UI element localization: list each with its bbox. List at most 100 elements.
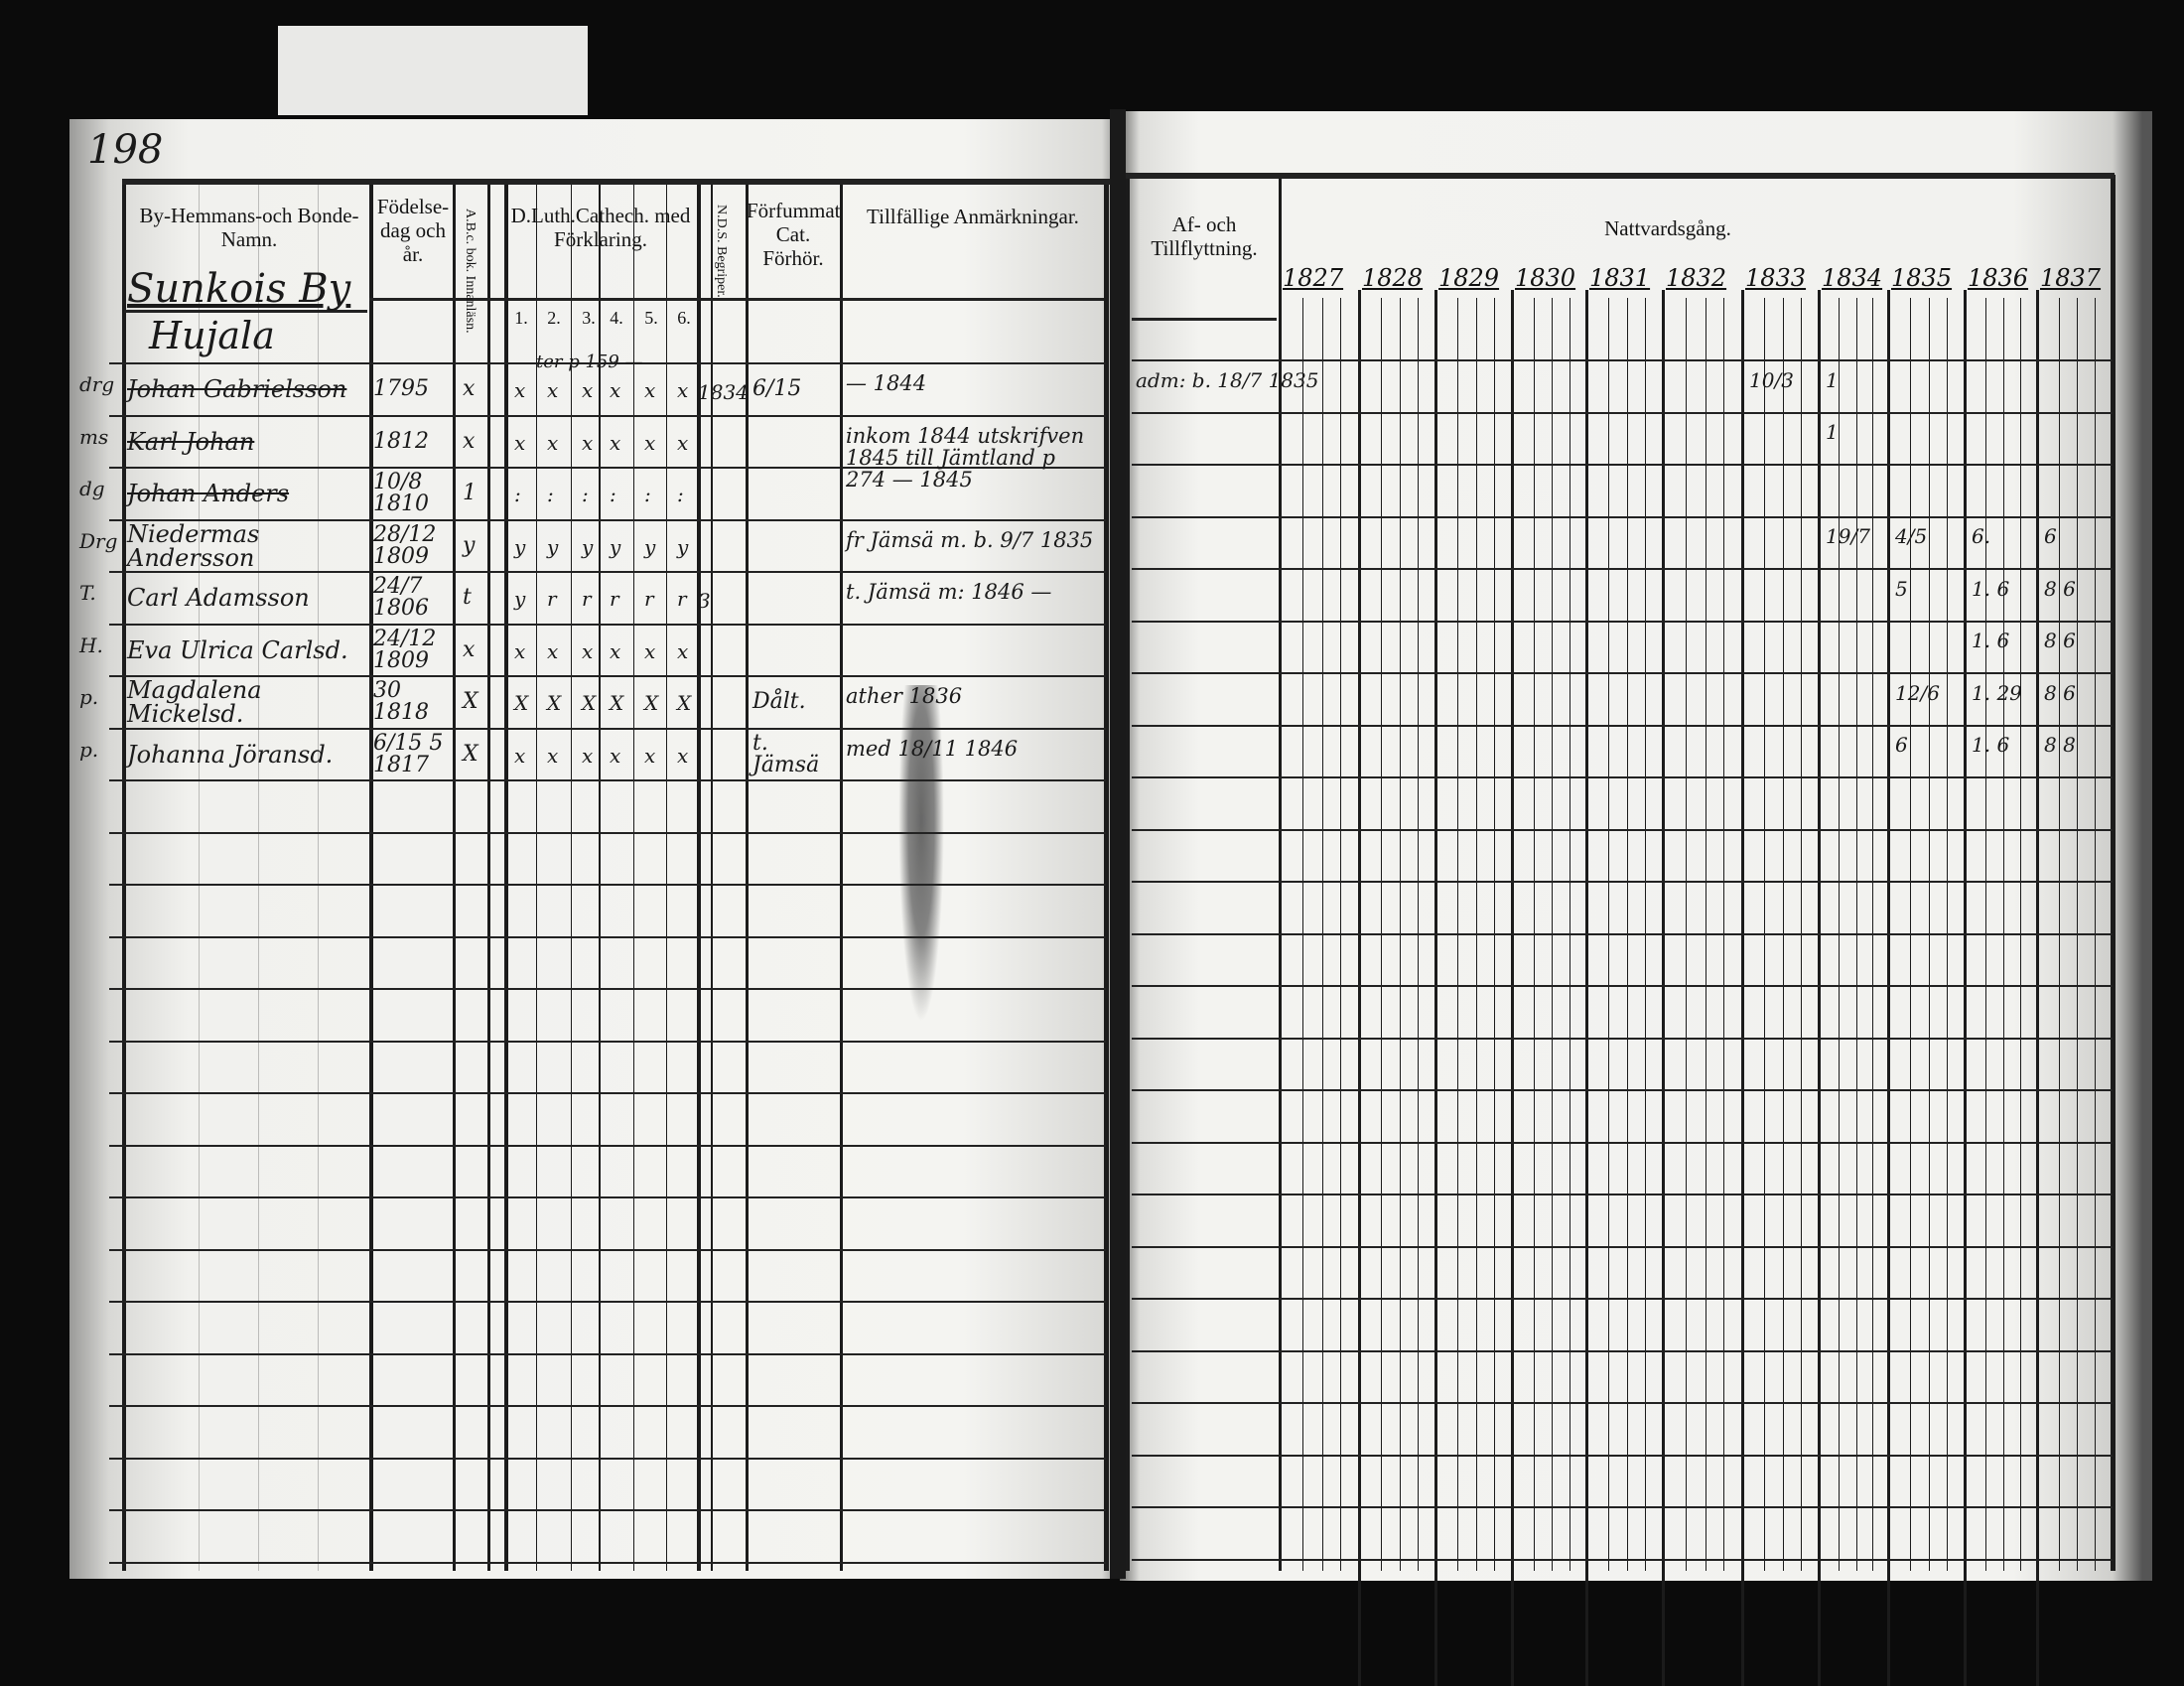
catechism-mark: x <box>547 430 559 455</box>
row-rule <box>109 571 1106 573</box>
row-rule <box>109 988 1106 990</box>
row-rule <box>1132 568 2113 570</box>
catechism-mark: X <box>582 691 597 715</box>
communion-mark: 8 6 <box>2044 629 2076 652</box>
catechism-mark: y <box>582 534 594 559</box>
catechism-part-number: 5. <box>644 308 658 328</box>
row-prefix: dg <box>79 477 105 500</box>
column-rule <box>318 181 319 1571</box>
remark-entry: med 18/11 1846 <box>846 736 1019 761</box>
catechism-mark: x <box>582 430 594 455</box>
year-label: 1828 <box>1362 264 1424 292</box>
right-page <box>1120 111 2152 1581</box>
catechism-mark: r <box>677 587 687 611</box>
communion-mark: 19/7 <box>1826 524 1870 548</box>
row-rule <box>1132 1141 2113 1144</box>
row-prefix: Drg <box>79 528 118 553</box>
book-gutter <box>1110 109 1126 1579</box>
year-label: 1835 <box>1891 264 1953 292</box>
year-label: 1836 <box>1968 264 2029 292</box>
catechism-mark: x <box>547 638 559 663</box>
column-rule <box>1818 290 1821 1686</box>
catechism-mark: X <box>677 691 692 715</box>
communion-mark: 1. 6 <box>1972 576 2010 601</box>
year-label: 1834 <box>1822 264 1883 292</box>
row-prefix: p. <box>79 737 99 762</box>
catechism-mark: x <box>644 430 656 455</box>
row-rule <box>1132 464 2113 466</box>
catechism-part-number: 6. <box>677 308 691 328</box>
catechism-mark: y <box>644 534 656 559</box>
communion-mark: 6. <box>1972 524 1991 548</box>
catechism-mark: : <box>514 483 521 506</box>
row-rule <box>109 1092 1106 1094</box>
remark-entry: inkom 1844 utskrifven 1845 till Jämtland… <box>846 423 1085 492</box>
row-rule <box>109 935 1106 938</box>
row-rule <box>109 1561 1106 1564</box>
abc-mark: X <box>463 741 478 767</box>
row-rule <box>109 1040 1106 1043</box>
catechism-mark: y <box>514 587 526 611</box>
catechism-mark: x <box>644 638 656 663</box>
abc-mark: 1 <box>463 481 477 505</box>
row-rule <box>109 1509 1106 1511</box>
person-name: Johanna Jöransd. <box>127 740 334 769</box>
remark-entry: ather 1836 <box>846 684 963 708</box>
row-rule <box>109 1196 1106 1198</box>
catechism-mark: : <box>582 483 589 506</box>
row-rule <box>1132 1349 2113 1352</box>
row-prefix: H. <box>79 632 103 657</box>
year-label: 1827 <box>1283 264 1344 292</box>
catechism-mark: x <box>582 638 594 663</box>
communion-mark: 1 <box>1826 367 1839 392</box>
year-label: 1833 <box>1745 264 1807 292</box>
row-rule <box>1132 1558 2113 1561</box>
column-rule <box>1662 290 1665 1686</box>
catechism-part-number: 1. <box>514 308 528 328</box>
row-rule <box>1132 1037 2113 1040</box>
birth-date: 1812 <box>373 428 429 454</box>
column-rule <box>487 181 490 1571</box>
catechism-note: ter p 159 — <box>536 351 643 372</box>
column-rule <box>1511 290 1514 1686</box>
village-name: Sunkois By <box>127 266 351 312</box>
birth-date: 28/12 1809 <box>373 521 437 569</box>
row-rule <box>1132 359 2113 361</box>
header-abc: A.B.c. bok. Innanläsn. <box>463 209 478 334</box>
catechism-mark: : <box>610 483 616 506</box>
person-name: Carl Adamsson <box>127 584 310 612</box>
column-rule <box>1434 290 1437 1686</box>
communion-mark: 1 <box>1826 420 1839 444</box>
row-rule <box>109 1352 1106 1355</box>
farm-name: Hujala <box>149 314 275 357</box>
column-rule <box>453 181 456 1571</box>
row-rule <box>109 623 1106 626</box>
abc-mark: x <box>463 428 476 454</box>
row-rule <box>1132 672 2113 674</box>
abc-mark: t <box>463 585 472 610</box>
catechism-mark: X <box>547 691 562 715</box>
column-rule <box>1279 175 1282 1571</box>
catechism-part-number: 3. <box>582 308 596 328</box>
abc-mark: X <box>463 689 478 714</box>
catechism-mark: x <box>644 378 656 402</box>
paper-slip <box>278 26 588 115</box>
person-name: Eva Ulrica Carlsd. <box>127 635 348 664</box>
row-prefix: T. <box>79 581 96 605</box>
year-label: 1831 <box>1589 264 1651 292</box>
communion-mark: 5 <box>1895 576 1908 601</box>
row-rule <box>1132 1506 2113 1508</box>
communion-mark: 8 6 <box>2044 576 2076 601</box>
catechism-mark: r <box>582 587 592 611</box>
communion-mark: 1. 6 <box>1972 629 2010 652</box>
row-rule <box>1132 828 2113 831</box>
row-rule <box>109 675 1106 677</box>
page-number: 198 <box>87 127 164 173</box>
nds-mark: 3 <box>698 589 711 613</box>
catechism-mark: x <box>644 743 656 768</box>
row-rule <box>1132 1194 2113 1195</box>
catechism-mark: x <box>610 430 621 455</box>
catechism-mark: x <box>514 638 526 663</box>
nds-mark: 1834 <box>698 380 749 404</box>
row-prefix: ms <box>79 424 109 449</box>
